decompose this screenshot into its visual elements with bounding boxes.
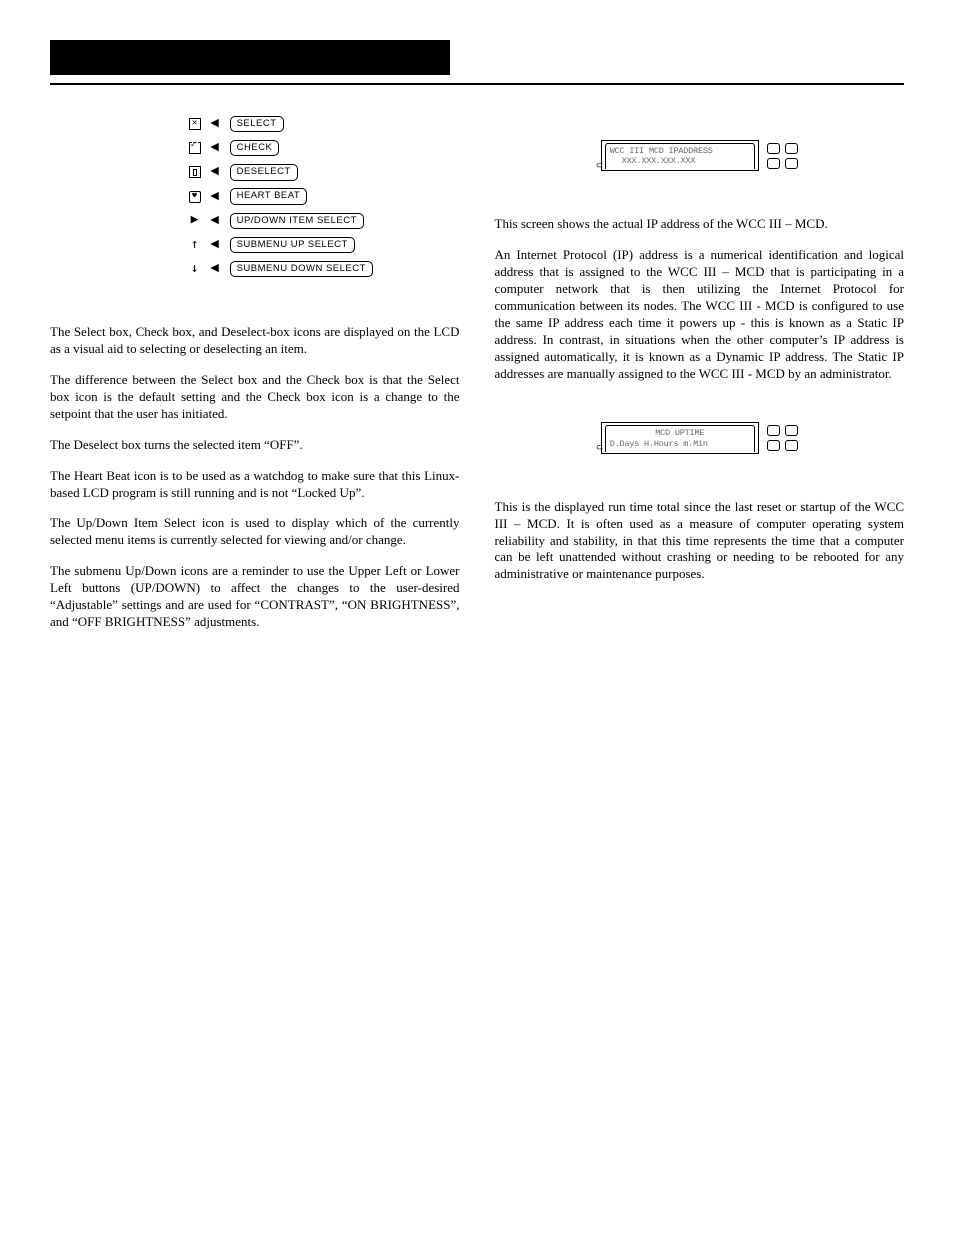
right-p3: This is the displayed run time total sin… (495, 499, 905, 583)
right-column: WCC III MCD IPADDRESS XXX.XXX.XXX.XXX ⊂ (495, 115, 905, 645)
lcd-btn (785, 158, 798, 169)
lcd1-line2: XXX.XXX.XXX.XXX (610, 156, 750, 166)
legend-label: HEART BEAT (230, 188, 308, 204)
lcd-btn (767, 440, 780, 451)
lcd-btn (785, 440, 798, 451)
right-p1: This screen shows the actual IP address … (495, 216, 905, 233)
legend-row-submenu-up: ↑ ◄ SUBMENU UP SELECT (187, 236, 373, 254)
arrow-left-icon: ◄ (208, 188, 226, 206)
legend-label: UP/DOWN ITEM SELECT (230, 213, 364, 229)
left-p2: The difference between the Select box an… (50, 372, 460, 423)
lcd-btn (785, 143, 798, 154)
lcd2-line2: D.Days H.Hours m.Min (610, 439, 750, 449)
legend-label: SELECT (230, 116, 284, 132)
divider-line (50, 83, 904, 85)
left-p4: The Heart Beat icon is to be used as a w… (50, 468, 460, 502)
legend-row-submenu-down: ↓ ◄ SUBMENU DOWN SELECT (187, 260, 373, 278)
legend-row-check: ✓ ◄ CHECK (187, 139, 373, 157)
lcd-btn (767, 425, 780, 436)
lcd2-container: MCD UPTIME D.Days H.Hours m.Min ⊂ (495, 422, 905, 453)
usb-icon: ⊂ (596, 442, 604, 454)
deselect-icon (187, 164, 203, 180)
arrow-left-icon: ◄ (208, 236, 226, 254)
legend-row-select: ✕ ◄ SELECT (187, 115, 373, 133)
legend-label: SUBMENU UP SELECT (230, 237, 355, 253)
arrow-left-icon: ◄ (208, 139, 226, 157)
left-p6: The submenu Up/Down icons are a reminder… (50, 563, 460, 631)
lcd2-line1: MCD UPTIME (610, 428, 750, 438)
left-column: ✕ ◄ SELECT ✓ ◄ CHECK ◄ DESELECT ♥ ◄ (50, 115, 460, 645)
lcd-btn (767, 143, 780, 154)
arrow-left-icon: ◄ (208, 115, 226, 133)
legend-row-heartbeat: ♥ ◄ HEART BEAT (187, 188, 373, 206)
heartbeat-icon: ♥ (187, 189, 203, 205)
right-p2: An Internet Protocol (IP) address is a n… (495, 247, 905, 382)
usb-icon: ⊂ (596, 160, 604, 172)
legend-label: CHECK (230, 140, 280, 156)
lcd2-screen: MCD UPTIME D.Days H.Hours m.Min ⊂ (601, 422, 759, 453)
lcd1-line1: WCC III MCD IPADDRESS (610, 146, 750, 156)
legend-container: ✕ ◄ SELECT ✓ ◄ CHECK ◄ DESELECT ♥ ◄ (50, 115, 460, 284)
lcd2-buttons (767, 425, 798, 451)
left-p1: The Select box, Check box, and Deselect-… (50, 324, 460, 358)
lcd-btn (785, 425, 798, 436)
lcd1-screen: WCC III MCD IPADDRESS XXX.XXX.XXX.XXX ⊂ (601, 140, 759, 171)
submenu-up-icon: ↑ (187, 237, 203, 253)
arrow-left-icon: ◄ (208, 163, 226, 181)
arrow-left-icon: ◄ (208, 212, 226, 230)
select-icon: ✕ (187, 116, 203, 132)
updown-icon: ▶ (187, 213, 203, 229)
black-header-bar (50, 40, 450, 75)
legend-row-updown: ▶ ◄ UP/DOWN ITEM SELECT (187, 212, 373, 230)
left-p3: The Deselect box turns the selected item… (50, 437, 460, 454)
legend-row-deselect: ◄ DESELECT (187, 163, 373, 181)
check-icon: ✓ (187, 140, 203, 156)
legend-label: SUBMENU DOWN SELECT (230, 261, 373, 277)
lcd-btn (767, 158, 780, 169)
left-p5: The Up/Down Item Select icon is used to … (50, 515, 460, 549)
legend-label: DESELECT (230, 164, 298, 180)
lcd1-container: WCC III MCD IPADDRESS XXX.XXX.XXX.XXX ⊂ (495, 140, 905, 171)
submenu-down-icon: ↓ (187, 261, 203, 277)
two-column-layout: ✕ ◄ SELECT ✓ ◄ CHECK ◄ DESELECT ♥ ◄ (50, 115, 904, 645)
arrow-left-icon: ◄ (208, 260, 226, 278)
lcd1-buttons (767, 143, 798, 169)
